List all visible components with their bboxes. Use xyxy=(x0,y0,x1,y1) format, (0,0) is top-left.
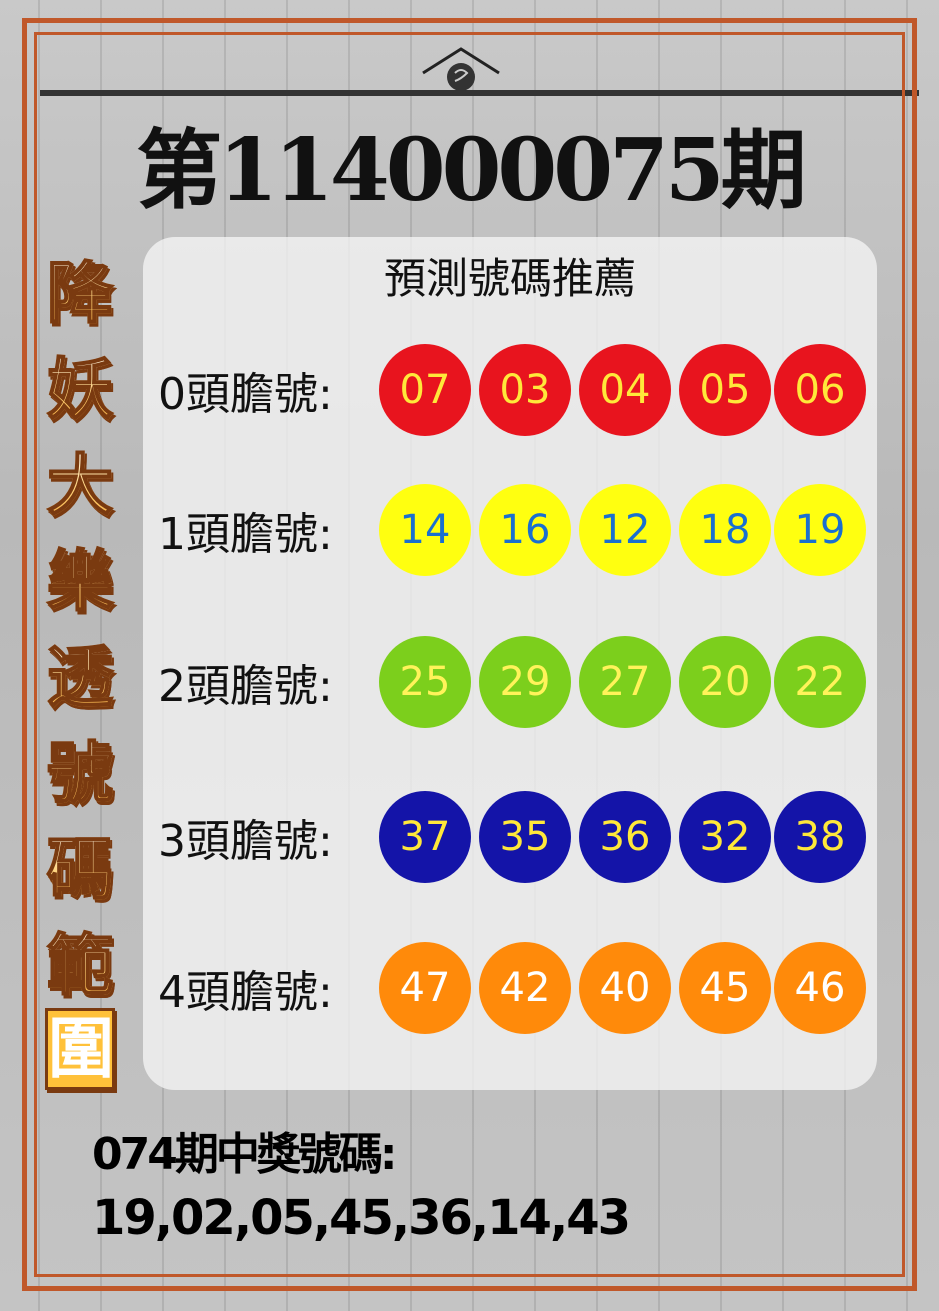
number-ball: 20 xyxy=(679,636,771,728)
number-ball: 07 xyxy=(379,344,471,436)
side-title-char: 透 xyxy=(40,624,120,720)
outer-frame xyxy=(22,18,917,1291)
prediction-row: 3頭膽號: xyxy=(158,791,376,883)
number-ball: 35 xyxy=(479,791,571,883)
number-ball: 46 xyxy=(774,942,866,1034)
number-ball: 14 xyxy=(379,484,471,576)
row-label: 4頭膽號: xyxy=(158,967,333,1018)
previous-draw-label: 074期中獎號碼: xyxy=(92,1129,397,1180)
number-ball: 16 xyxy=(479,484,571,576)
number-ball: 40 xyxy=(579,942,671,1034)
prediction-row: 2頭膽號: xyxy=(158,636,376,728)
side-title-char: 號 xyxy=(40,720,120,816)
row-label: 0頭膽號: xyxy=(158,369,333,420)
number-ball: 03 xyxy=(479,344,571,436)
background-divider xyxy=(40,90,919,96)
number-ball: 04 xyxy=(579,344,671,436)
side-title-char: 降 xyxy=(40,240,120,336)
previous-draw-numbers: 19,02,05,45,36,14,43 xyxy=(92,1190,631,1246)
side-title-char: 圍 xyxy=(45,1008,115,1090)
row-label: 2頭膽號: xyxy=(158,661,333,712)
number-ball: 19 xyxy=(774,484,866,576)
side-title-char: 樂 xyxy=(40,528,120,624)
prediction-row: 4頭膽號: xyxy=(158,942,376,1034)
number-ball: 29 xyxy=(479,636,571,728)
number-ball: 27 xyxy=(579,636,671,728)
row-label: 1頭膽號: xyxy=(158,509,333,560)
number-ball: 36 xyxy=(579,791,671,883)
inner-frame xyxy=(34,32,905,1277)
prediction-row: 0頭膽號: xyxy=(158,344,376,436)
side-title-char: 碼 xyxy=(40,816,120,912)
number-ball: 45 xyxy=(679,942,771,1034)
prediction-row: 1頭膽號: xyxy=(158,484,376,576)
number-ball: 22 xyxy=(774,636,866,728)
number-ball: 42 xyxy=(479,942,571,1034)
side-title-char: 範 xyxy=(40,912,120,1008)
roof-emblem-icon xyxy=(422,47,500,91)
row-label: 3頭膽號: xyxy=(158,816,333,867)
side-title-char: 大 xyxy=(40,432,120,528)
number-ball: 38 xyxy=(774,791,866,883)
number-ball: 06 xyxy=(774,344,866,436)
number-ball: 05 xyxy=(679,344,771,436)
number-ball: 18 xyxy=(679,484,771,576)
issue-title: 第114000075期 xyxy=(136,120,807,221)
number-ball: 25 xyxy=(379,636,471,728)
side-title-char: 妖 xyxy=(40,336,120,432)
number-ball: 47 xyxy=(379,942,471,1034)
number-ball: 12 xyxy=(579,484,671,576)
number-ball: 37 xyxy=(379,791,471,883)
panel-subtitle: 預測號碼推薦 xyxy=(383,254,636,303)
number-ball: 32 xyxy=(679,791,771,883)
